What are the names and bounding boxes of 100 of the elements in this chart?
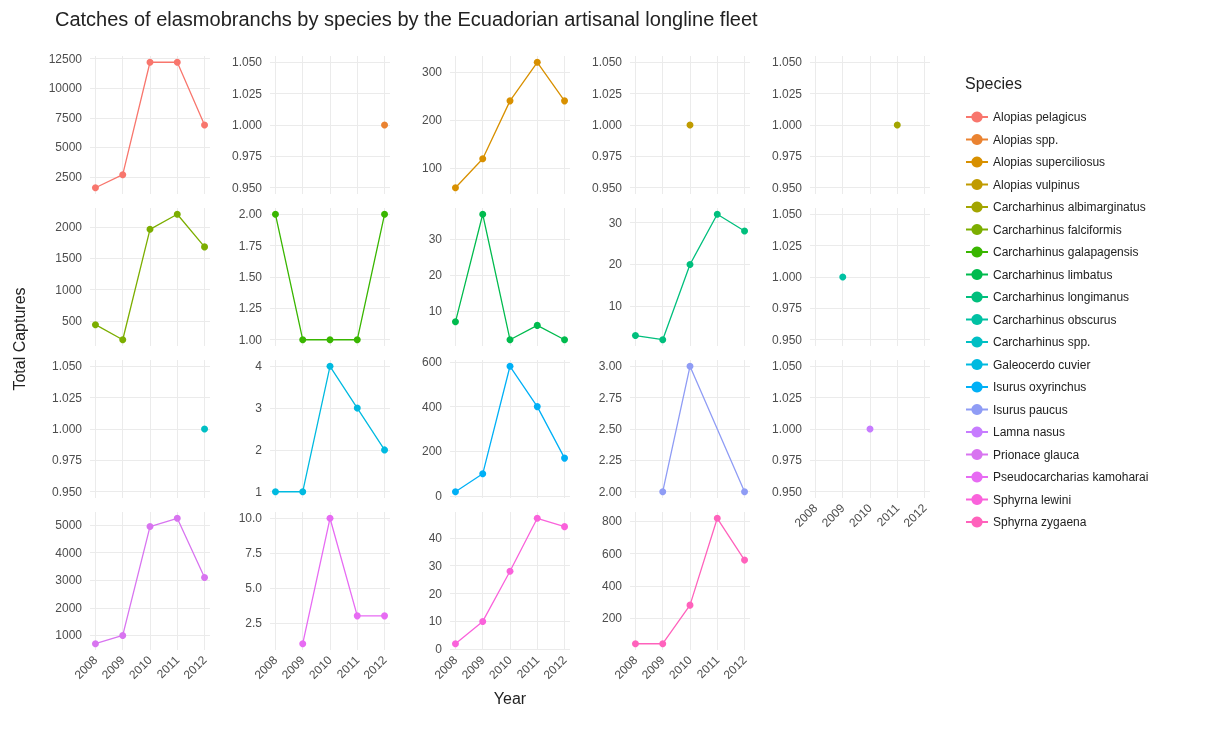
x-axis-title: Year [493,689,527,707]
legend-label: Galeocerdo cuvier [993,357,1091,372]
y-tick-label: 7.5 [245,546,263,561]
legend-label: Lamna nasus [993,425,1066,439]
point [451,184,459,192]
point [201,574,209,582]
y-tick-label: 1.25 [238,301,263,316]
point [533,403,541,411]
y-tick-label: 1.050 [771,359,803,374]
y-tick-label: 1000 [55,628,83,643]
point [91,321,99,329]
legend-label: Isurus oxyrinchus [993,380,1087,394]
y-tick-label: 2 [255,442,263,457]
legend-label: Pseudocarcharias kamoharai [993,470,1149,484]
y-tick-label: 1.050 [51,359,83,374]
y-tick-label: 3.00 [598,359,623,374]
y-tick-label: 1.025 [771,86,803,101]
point [91,184,99,192]
y-tick-label: 2000 [55,219,83,234]
point [561,97,569,105]
y-axis-title: Total Captures [10,287,29,391]
y-tick-label: 1.050 [591,55,623,70]
y-tick-label: 0.950 [51,484,83,499]
y-tick-label: 1.050 [231,55,263,70]
y-tick-label: 0.975 [231,149,263,164]
point [741,556,749,564]
y-tick-label: 100 [421,161,443,176]
y-tick-label: 2.50 [598,422,623,436]
y-tick-label: 1.000 [51,422,83,436]
y-tick-label: 200 [421,113,443,128]
y-tick-label: 40 [428,530,443,545]
legend-label: Carcharhinus obscurus [993,312,1117,327]
y-tick-label: 2500 [55,170,83,185]
y-tick-label: 400 [601,578,623,593]
y-tick-label: 2.75 [598,390,623,405]
y-tick-label: 0.950 [771,484,803,499]
point [451,318,459,326]
y-tick-label: 1.025 [231,86,263,101]
point [146,523,154,531]
y-tick-label: 1.000 [231,118,263,132]
y-tick-label: 1.000 [771,118,803,132]
point [381,446,389,454]
legend-label: Carcharhinus falciformis [993,222,1122,237]
point [119,631,127,639]
y-tick-label: 1.025 [51,390,83,405]
y-tick-label: 20 [428,586,443,601]
point [353,612,361,620]
y-tick-label: 800 [601,514,623,529]
y-tick-label: 2.5 [245,615,263,630]
point [561,336,569,344]
point [506,336,514,344]
legend-label: Alopias vulpinus [993,177,1080,192]
y-tick-label: 0 [435,642,443,657]
y-tick-label: 1.000 [591,118,623,132]
y-tick-label: 500 [61,313,83,328]
y-tick-label: 12500 [48,51,83,66]
y-tick-label: 0.975 [771,149,803,164]
y-tick-label: 2.00 [238,207,263,222]
y-tick-label: 1.050 [771,207,803,222]
point [479,155,487,163]
y-tick-label: 0.950 [591,180,623,195]
point [146,225,154,233]
legend-label: Carcharhinus longimanus [993,290,1130,304]
point [451,488,459,496]
y-tick-label: 0.950 [771,332,803,347]
legend-label: Sphyrna zygaena [993,515,1087,529]
point [201,121,209,129]
point [479,210,487,218]
y-tick-label: 200 [601,610,623,625]
y-tick-label: 30 [428,232,443,247]
point [173,514,181,522]
point [713,210,721,218]
y-tick-label: 1 [255,484,263,499]
y-tick-label: 10000 [48,81,83,96]
y-tick-label: 0 [435,489,443,504]
legend-label: Carcharhinus albimarginatus [993,200,1146,214]
y-tick-label: 30 [608,215,623,230]
point [479,470,487,478]
y-tick-label: 3000 [55,573,83,588]
y-tick-label: 400 [421,399,443,414]
legend-label: Prionace glauca [993,447,1080,462]
y-tick-label: 1.000 [771,270,803,284]
point [561,454,569,462]
y-tick-label: 2.00 [598,484,623,499]
point [353,404,361,412]
point [631,332,639,340]
y-tick-label: 600 [421,354,443,369]
point [713,514,721,522]
legend-label: Sphyrna lewini [993,492,1072,507]
y-tick-label: 2.25 [598,453,623,468]
point [506,362,514,370]
point [533,321,541,329]
y-tick-label: 30 [428,558,443,573]
point [299,640,307,648]
point [533,514,541,522]
y-tick-label: 1.025 [771,390,803,405]
point [506,567,514,575]
y-tick-label: 600 [601,546,623,561]
point [146,58,154,66]
y-tick-label: 5000 [55,518,83,533]
